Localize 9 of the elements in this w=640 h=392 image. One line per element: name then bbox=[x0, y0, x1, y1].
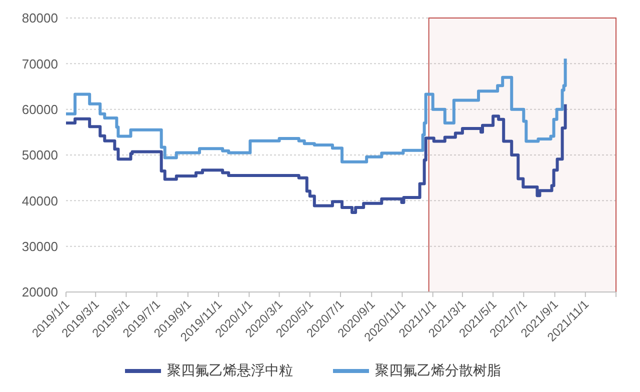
y-tick-label: 40000 bbox=[22, 193, 58, 208]
y-tick-label: 50000 bbox=[22, 148, 58, 163]
y-tick-label: 80000 bbox=[22, 10, 58, 26]
y-tick-label: 30000 bbox=[22, 238, 58, 254]
y-tick-label: 60000 bbox=[22, 102, 58, 117]
legend-label: 聚四氟乙烯分散树脂 bbox=[375, 362, 501, 380]
y-tick-label: 70000 bbox=[22, 56, 58, 72]
legend-label: 聚四氟乙烯悬浮中粒 bbox=[167, 362, 293, 380]
y-tick-label: 20000 bbox=[22, 284, 58, 300]
